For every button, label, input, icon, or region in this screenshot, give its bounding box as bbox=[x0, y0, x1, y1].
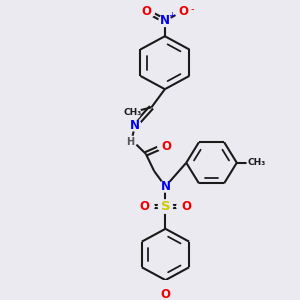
Circle shape bbox=[158, 200, 172, 213]
Circle shape bbox=[247, 154, 265, 171]
Circle shape bbox=[124, 104, 140, 120]
Circle shape bbox=[160, 181, 171, 192]
Circle shape bbox=[159, 289, 172, 300]
Text: +: + bbox=[168, 11, 175, 20]
Text: O: O bbox=[160, 288, 170, 300]
Text: CH₃: CH₃ bbox=[248, 158, 266, 167]
Circle shape bbox=[175, 6, 187, 18]
Text: O: O bbox=[162, 140, 172, 152]
Text: O: O bbox=[141, 5, 151, 19]
Circle shape bbox=[159, 15, 171, 26]
Circle shape bbox=[158, 140, 170, 152]
Circle shape bbox=[142, 201, 154, 212]
Text: -: - bbox=[191, 4, 194, 14]
Text: N: N bbox=[160, 14, 170, 27]
Circle shape bbox=[126, 136, 137, 146]
Text: O: O bbox=[140, 200, 150, 213]
Text: O: O bbox=[178, 5, 189, 19]
Text: N: N bbox=[160, 180, 170, 193]
Circle shape bbox=[142, 6, 154, 18]
Circle shape bbox=[177, 201, 189, 212]
Text: CH₃: CH₃ bbox=[123, 108, 141, 117]
Circle shape bbox=[129, 120, 141, 131]
Text: O: O bbox=[181, 200, 191, 213]
Text: H: H bbox=[126, 137, 134, 147]
Text: S: S bbox=[160, 200, 170, 213]
Text: N: N bbox=[130, 119, 140, 132]
